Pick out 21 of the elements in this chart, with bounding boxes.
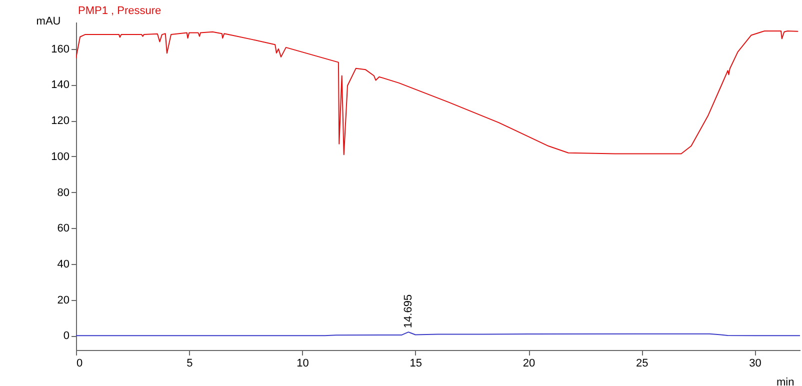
- y-tick-label: 160: [51, 43, 70, 56]
- y-tick-label: 0: [63, 330, 70, 342]
- x-tick-label: 25: [636, 358, 648, 370]
- series-label: PMP1 , Pressure: [78, 5, 162, 17]
- y-tick-label: 80: [57, 186, 70, 199]
- x-tick-label: 5: [186, 358, 193, 370]
- y-tick-label: 140: [51, 79, 70, 92]
- y-tick-label: 20: [57, 294, 70, 306]
- x-tick-label: 0: [76, 358, 83, 370]
- x-tick-label: 10: [296, 358, 309, 370]
- annotation: 14.695: [402, 294, 414, 328]
- x-tick-label: 20: [522, 358, 536, 370]
- x-tick-label: 30: [749, 358, 762, 370]
- x-tick-label: 15: [410, 358, 422, 370]
- line-series: [76, 30, 798, 156]
- x-axis-title: min: [776, 376, 794, 386]
- y-tick-label: 120: [51, 115, 70, 128]
- y-tick-label: 100: [51, 150, 70, 163]
- y-tick-label: 40: [57, 258, 70, 270]
- y-axis-title: mAU: [36, 16, 61, 28]
- y-tick-label: 60: [57, 222, 70, 235]
